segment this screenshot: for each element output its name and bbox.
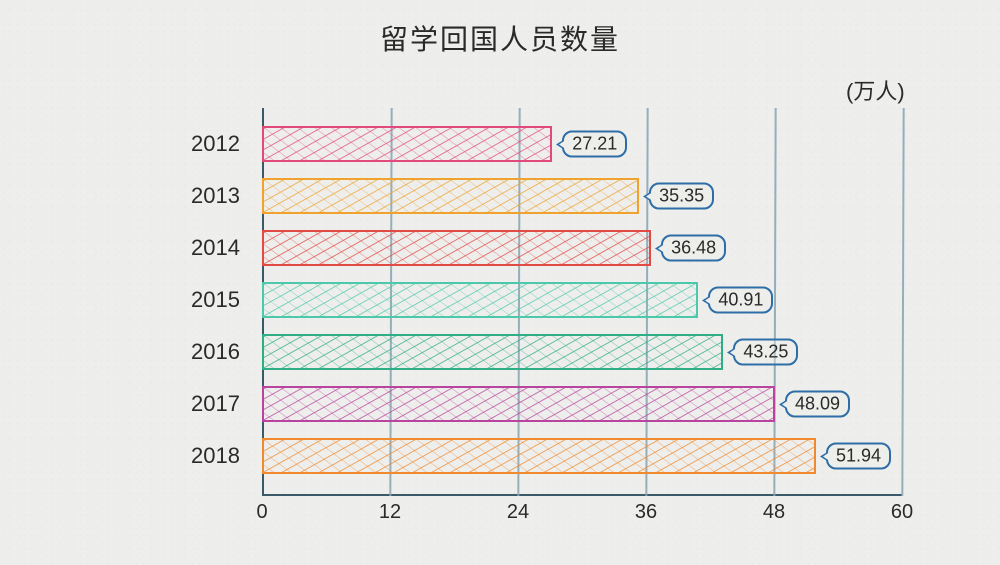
x-tick-label: 12 <box>379 501 401 524</box>
bar <box>262 334 723 370</box>
y-category-label: 2017 <box>191 391 240 417</box>
bar-row: 2014 36.48 <box>262 230 651 266</box>
bar-row: 2018 51.94 <box>262 438 816 474</box>
bar-row: 2015 40.91 <box>262 282 698 318</box>
x-axis <box>262 494 902 496</box>
value-label: 40.91 <box>708 287 773 314</box>
chart-title: 留学回国人员数量 <box>0 18 1000 58</box>
x-tick-label: 0 <box>256 501 267 524</box>
x-tick-label: 60 <box>891 501 913 524</box>
value-label: 43.25 <box>733 339 798 366</box>
bar-row: 2013 35.35 <box>262 178 639 214</box>
y-category-label: 2013 <box>191 183 240 209</box>
bar-row: 2016 43.25 <box>262 334 723 370</box>
value-label: 36.48 <box>661 235 726 262</box>
bar-row: 2017 48.09 <box>262 386 775 422</box>
gridline <box>901 108 904 496</box>
plot-area: 012243648602012 27.212013 35.352014 <box>262 108 902 496</box>
y-category-label: 2015 <box>191 287 240 313</box>
x-tick-label: 24 <box>507 501 529 524</box>
bar <box>262 386 775 422</box>
value-label: 35.35 <box>649 183 714 210</box>
y-category-label: 2014 <box>191 235 240 261</box>
x-tick-label: 36 <box>635 501 657 524</box>
value-label: 51.94 <box>826 443 891 470</box>
y-category-label: 2012 <box>191 131 240 157</box>
value-label: 27.21 <box>562 131 627 158</box>
bar <box>262 230 651 266</box>
value-label: 48.09 <box>785 391 850 418</box>
bar <box>262 282 698 318</box>
y-category-label: 2018 <box>191 443 240 469</box>
y-category-label: 2016 <box>191 339 240 365</box>
x-tick-label: 48 <box>763 501 785 524</box>
bar <box>262 438 816 474</box>
bar <box>262 178 639 214</box>
unit-label: (万人) <box>846 74 905 106</box>
bar-row: 2012 27.21 <box>262 126 552 162</box>
bar <box>262 126 552 162</box>
